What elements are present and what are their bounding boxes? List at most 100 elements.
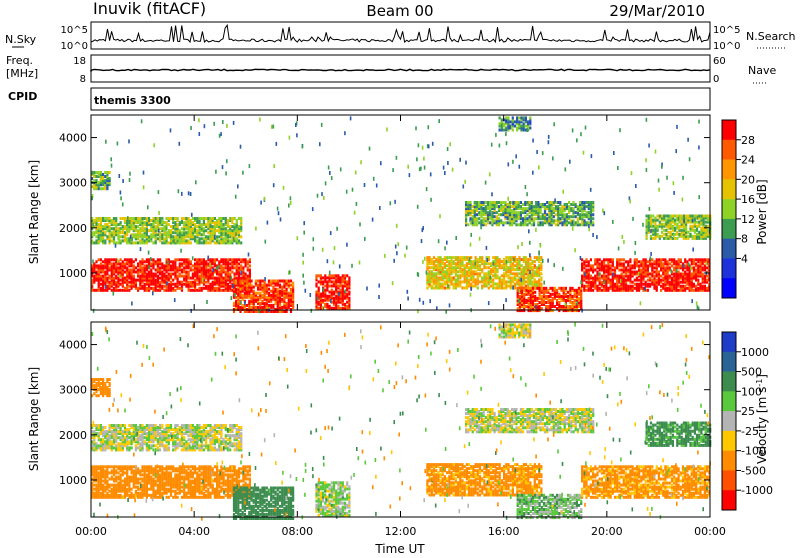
echo-cell xyxy=(534,295,536,298)
echo-cell xyxy=(159,266,161,269)
echo-cell xyxy=(531,201,533,204)
echo-cell xyxy=(461,268,463,271)
echo-cell xyxy=(234,258,236,261)
echo-cell xyxy=(337,274,339,277)
echo-cell xyxy=(270,294,272,297)
echo-cell xyxy=(545,301,547,304)
echo-cell xyxy=(661,235,663,238)
echo-cell xyxy=(104,223,106,226)
echo-cell xyxy=(638,260,640,263)
echo-cell xyxy=(566,203,568,206)
scatter-cell xyxy=(671,269,673,273)
echo-cell xyxy=(520,221,522,224)
echo-cell xyxy=(469,217,471,220)
echo-cell xyxy=(540,215,542,218)
echo-cell xyxy=(623,262,625,265)
echo-cell xyxy=(539,287,541,290)
scatter-cell xyxy=(682,198,684,202)
echo-cell xyxy=(509,201,511,204)
echo-cell xyxy=(565,299,567,302)
echo-cell xyxy=(444,280,446,283)
echo-cell xyxy=(479,256,481,259)
echo-cell xyxy=(172,231,174,234)
echo-cell xyxy=(663,237,665,240)
echo-cell xyxy=(133,275,135,278)
echo-cell xyxy=(111,258,113,261)
scatter-cell xyxy=(635,184,637,188)
echo-cell xyxy=(660,285,662,288)
echo-cell xyxy=(461,256,463,259)
echo-cell xyxy=(575,215,577,218)
scatter-cell xyxy=(696,301,698,305)
echo-cell xyxy=(261,306,263,309)
echo-cell xyxy=(242,282,244,285)
echo-cell xyxy=(489,221,491,224)
echo-cell xyxy=(236,277,238,280)
echo-cell xyxy=(638,279,640,282)
echo-cell xyxy=(492,256,494,259)
echo-cell xyxy=(275,288,277,291)
echo-cell xyxy=(499,276,501,279)
echo-cell xyxy=(536,266,538,269)
echo-cell xyxy=(148,271,150,274)
echo-cell xyxy=(468,266,470,269)
echo-cell xyxy=(268,304,270,307)
echo-cell xyxy=(599,258,601,261)
echo-cell xyxy=(157,237,159,240)
echo-cell xyxy=(192,281,194,284)
echo-cell xyxy=(329,274,331,277)
echo-cell xyxy=(599,287,601,290)
echo-cell xyxy=(537,221,539,224)
echo-cell xyxy=(627,275,629,278)
echo-cell xyxy=(470,256,472,259)
echo-cell xyxy=(706,258,708,261)
echo-cell xyxy=(571,295,573,298)
echo-cell xyxy=(109,217,111,220)
echo-cell xyxy=(126,237,128,240)
echo-cell xyxy=(501,264,503,267)
scatter-cell xyxy=(354,211,356,215)
echo-cell xyxy=(549,293,551,296)
echo-cell xyxy=(472,209,474,212)
echo-cell xyxy=(255,306,257,309)
scatter-cell xyxy=(424,257,426,261)
scatter-cell xyxy=(213,268,215,272)
echo-cell xyxy=(98,264,100,267)
echo-cell xyxy=(697,264,699,267)
echo-cell xyxy=(557,205,559,208)
scatter-cell xyxy=(311,309,313,313)
echo-cell xyxy=(192,273,194,276)
echo-cell xyxy=(533,217,535,220)
scatter-cell xyxy=(310,293,312,297)
echo-cell xyxy=(695,258,697,261)
echo-cell xyxy=(255,280,257,283)
echo-cell xyxy=(261,284,263,287)
nave-tick-bottom: 0 xyxy=(713,74,719,85)
echo-cell xyxy=(680,264,682,267)
echo-cell xyxy=(324,285,326,288)
echo-cell xyxy=(507,256,509,259)
echo-cell xyxy=(240,235,242,238)
scatter-cell xyxy=(334,246,336,250)
echo-cell xyxy=(216,287,218,290)
echo-cell xyxy=(117,266,119,269)
echo-cell xyxy=(518,201,520,204)
echo-cell xyxy=(695,285,697,288)
echo-cell xyxy=(453,276,455,279)
scatter-cell xyxy=(632,217,634,221)
echo-cell xyxy=(672,225,674,228)
echo-cell xyxy=(546,213,548,216)
echo-cell xyxy=(652,237,654,240)
echo-cell xyxy=(113,277,115,280)
freq-label: Freq. xyxy=(6,54,33,67)
echo-cell xyxy=(565,293,567,296)
echo-cell xyxy=(691,273,693,276)
nsky-tick-bottom: 10^0 xyxy=(61,41,88,52)
echo-cell xyxy=(529,127,531,130)
echo-cell xyxy=(220,264,222,267)
scatter-cell xyxy=(548,140,550,144)
scatter-cell xyxy=(91,196,93,200)
echo-cell xyxy=(485,223,487,226)
echo-cell xyxy=(671,277,673,280)
echo-cell xyxy=(277,280,279,283)
